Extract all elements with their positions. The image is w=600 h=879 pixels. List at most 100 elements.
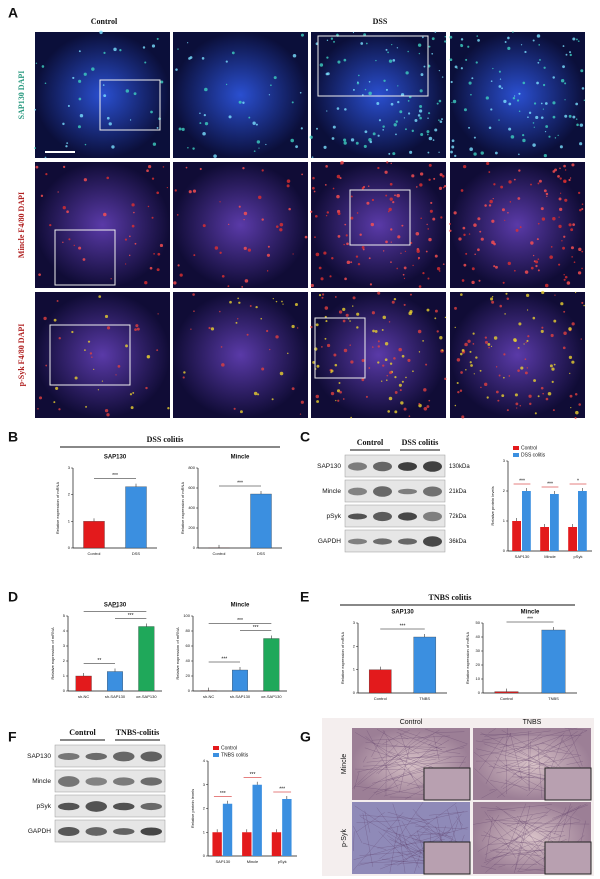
stain-dot	[368, 80, 371, 83]
stain-dot	[460, 293, 463, 296]
stain-dot	[490, 345, 493, 348]
blot-band	[398, 488, 417, 495]
stain-dot	[463, 108, 467, 112]
tissue-fiber	[498, 864, 506, 868]
stain-dot	[261, 367, 265, 371]
stain-dot	[350, 195, 353, 198]
significance-label: ***	[519, 478, 525, 484]
stain-dot	[428, 178, 431, 181]
stain-dot	[463, 233, 466, 237]
stain-dot	[247, 248, 251, 252]
column-label: DSS	[373, 17, 388, 26]
tissue-fiber	[387, 835, 422, 858]
stain-dot	[315, 252, 320, 257]
blot-group-label: DSS colitis	[402, 438, 439, 447]
stain-dot	[540, 116, 544, 119]
tissue-fiber	[455, 816, 463, 826]
tissue-fiber	[476, 748, 556, 767]
stain-dot	[519, 405, 522, 407]
stain-dot	[420, 132, 424, 136]
stain-dot	[563, 164, 566, 168]
stain-dot	[449, 58, 453, 62]
stain-dot	[381, 328, 384, 331]
tissue-fiber	[479, 742, 545, 757]
stain-dot	[400, 401, 404, 405]
tissue-fiber	[487, 841, 543, 845]
bar	[222, 803, 233, 856]
stain-dot	[491, 300, 495, 304]
stain-dot	[524, 358, 527, 361]
stain-dot	[266, 329, 269, 333]
stain-dot	[474, 253, 476, 256]
stain-dot	[318, 266, 322, 270]
stain-dot	[467, 339, 471, 343]
stain-dot	[364, 130, 368, 134]
stain-dot	[441, 76, 444, 78]
stain-dot	[572, 37, 576, 41]
stain-dot	[322, 293, 325, 296]
stain-dot	[438, 270, 441, 272]
stain-dot	[454, 404, 457, 407]
stain-dot	[578, 403, 581, 406]
stain-dot	[418, 402, 421, 405]
stain-dot	[576, 123, 579, 127]
stain-dot	[326, 39, 329, 42]
tissue-fiber	[369, 729, 440, 774]
stain-dot	[404, 128, 407, 131]
stain-dot	[427, 277, 430, 280]
stain-dot	[156, 37, 159, 40]
stain-dot	[415, 231, 420, 236]
tissue-fiber	[404, 756, 465, 759]
inset	[544, 767, 592, 801]
stain-dot	[408, 415, 411, 418]
stain-dot	[225, 60, 228, 63]
x-tick-label: oe-SAP130	[261, 694, 282, 699]
tissue-fiber	[544, 807, 581, 821]
stain-dot	[156, 191, 160, 195]
stain-dot	[213, 154, 217, 158]
stain-dot	[249, 305, 252, 308]
stain-dot	[103, 51, 106, 54]
y-tick-label: 1	[63, 673, 66, 678]
tissue-fiber	[372, 749, 438, 760]
stain-dot	[576, 38, 578, 41]
stain-dot	[419, 116, 422, 120]
tissue-fiber	[407, 767, 414, 778]
stain-dot	[454, 154, 457, 158]
stain-dot	[91, 356, 93, 358]
stain-dot	[419, 172, 424, 176]
stain-dot	[578, 191, 581, 195]
stain-dot	[384, 358, 388, 362]
stain-dot	[485, 96, 489, 100]
tissue-fiber	[428, 743, 443, 751]
tissue-fiber	[545, 821, 581, 828]
stain-dot	[103, 212, 107, 217]
x-tick-label: sh-SAP130	[105, 694, 126, 699]
stain-dot	[220, 346, 223, 348]
stain-dot	[563, 331, 567, 336]
stain-dot	[581, 207, 584, 211]
stain-dot	[237, 318, 239, 320]
tissue-fiber	[486, 804, 552, 812]
stain-dot	[314, 236, 316, 239]
tissue-fiber	[507, 814, 548, 827]
tissue-fiber	[378, 831, 408, 861]
stain-dot	[581, 87, 585, 90]
stain-dot	[349, 320, 351, 322]
tissue-fiber	[362, 739, 450, 792]
stain-dot	[571, 163, 575, 167]
stain-dot	[265, 143, 267, 146]
stain-dot	[98, 295, 102, 298]
stain-dot	[311, 156, 314, 159]
stain-dot	[304, 235, 308, 239]
stain-dot	[104, 314, 109, 319]
blot-band	[373, 461, 392, 472]
stain-dot	[183, 371, 186, 374]
stain-dot	[560, 79, 565, 83]
stain-dot	[569, 394, 573, 398]
tissue-fiber	[425, 728, 468, 745]
stain-dot	[570, 246, 574, 250]
stain-dot	[332, 125, 336, 129]
y-axis-label: Relative expression of mRNA	[340, 632, 345, 685]
stain-dot	[115, 374, 117, 376]
